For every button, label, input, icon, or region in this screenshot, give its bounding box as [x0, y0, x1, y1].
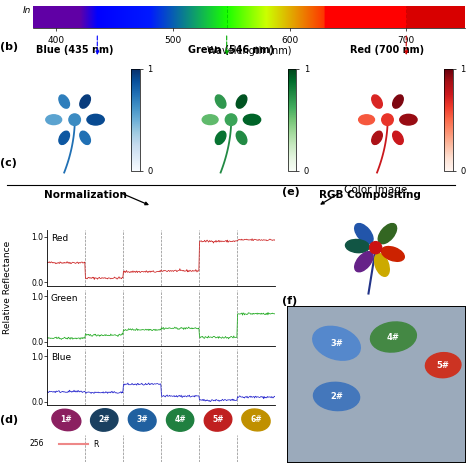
Ellipse shape: [372, 95, 383, 108]
Ellipse shape: [202, 115, 218, 125]
Text: 2#: 2#: [99, 416, 110, 424]
Title: Red (700 nm): Red (700 nm): [350, 45, 425, 55]
Ellipse shape: [392, 95, 403, 108]
Ellipse shape: [382, 246, 404, 261]
Ellipse shape: [313, 326, 360, 360]
Text: 3#: 3#: [330, 339, 343, 348]
Text: (e): (e): [282, 187, 300, 197]
Ellipse shape: [215, 131, 226, 145]
Text: R: R: [93, 440, 98, 449]
Text: In: In: [23, 6, 31, 15]
Circle shape: [225, 114, 237, 126]
Ellipse shape: [204, 409, 232, 431]
Ellipse shape: [400, 114, 417, 125]
Text: Green: Green: [51, 293, 78, 302]
Ellipse shape: [166, 409, 194, 431]
Title: Green (546 nm): Green (546 nm): [188, 45, 274, 55]
Text: 4#: 4#: [387, 333, 400, 341]
Ellipse shape: [46, 115, 62, 125]
Ellipse shape: [243, 114, 261, 125]
Text: Red: Red: [51, 234, 68, 243]
Circle shape: [382, 114, 393, 126]
Ellipse shape: [128, 409, 156, 431]
Text: 2#: 2#: [330, 392, 343, 401]
Title: Color Image: Color Image: [344, 184, 407, 194]
Ellipse shape: [59, 131, 70, 145]
Text: 3#: 3#: [137, 416, 148, 424]
Ellipse shape: [91, 409, 118, 431]
Ellipse shape: [87, 114, 104, 125]
X-axis label: Wavelength (nm): Wavelength (nm): [207, 46, 291, 56]
Ellipse shape: [242, 409, 270, 431]
Ellipse shape: [236, 131, 247, 145]
Ellipse shape: [52, 409, 81, 431]
Text: (d): (d): [0, 415, 18, 425]
Circle shape: [370, 242, 382, 254]
Text: 256: 256: [29, 439, 44, 448]
Ellipse shape: [426, 353, 461, 378]
Ellipse shape: [215, 95, 226, 108]
Ellipse shape: [355, 224, 373, 244]
Ellipse shape: [374, 254, 389, 276]
Text: (b): (b): [0, 42, 18, 52]
Ellipse shape: [392, 131, 403, 145]
Text: 5#: 5#: [212, 416, 224, 424]
Text: Blue: Blue: [51, 353, 71, 362]
Ellipse shape: [313, 383, 360, 410]
Text: 1#: 1#: [61, 416, 72, 424]
Text: 5#: 5#: [437, 361, 450, 370]
Text: Relative Reflectance: Relative Reflectance: [3, 241, 11, 334]
Text: (c): (c): [0, 158, 17, 168]
Ellipse shape: [359, 115, 374, 125]
Text: (f): (f): [282, 296, 297, 306]
Text: 6#: 6#: [250, 416, 262, 424]
Text: 4#: 4#: [174, 416, 186, 424]
Text: RGB Compositing: RGB Compositing: [319, 190, 420, 200]
Circle shape: [69, 114, 81, 126]
Ellipse shape: [236, 95, 247, 108]
Ellipse shape: [355, 252, 373, 272]
Ellipse shape: [371, 322, 416, 352]
Ellipse shape: [372, 131, 383, 145]
Ellipse shape: [80, 95, 91, 108]
Ellipse shape: [59, 95, 70, 108]
Ellipse shape: [80, 131, 91, 145]
Text: Normalization: Normalization: [44, 190, 127, 200]
Ellipse shape: [346, 239, 369, 253]
Title: Blue (435 nm): Blue (435 nm): [36, 45, 113, 55]
Ellipse shape: [378, 224, 397, 244]
